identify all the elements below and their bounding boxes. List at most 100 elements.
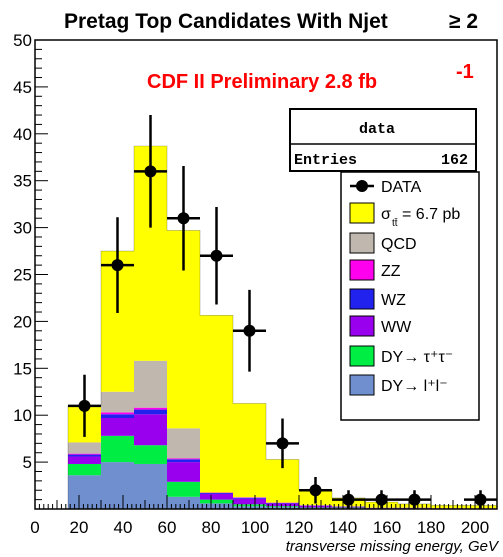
bar-series4-bin1 [101,412,134,415]
bar-series3-bin1 [101,414,134,419]
data-point [68,374,101,437]
data-point [101,217,134,313]
bar-series2-bin1 [101,418,134,436]
data-point [134,115,167,228]
bar-series2-bin7 [299,505,332,508]
legend-swatch [349,288,375,310]
bar-series2-bin0 [68,456,101,464]
x-axis-label: transverse missing energy, GeV [286,538,500,555]
bar-series1-bin0 [68,463,101,476]
stats-box-title: data [359,121,395,138]
data-points [68,115,497,509]
legend-label: DY→ l⁺l⁻ [381,378,448,395]
legend-swatch [349,259,375,281]
bar-series3-bin4 [200,493,233,494]
legend-label: WZ [381,292,406,309]
y-tick-label: 5 [23,453,32,472]
legend: DATA σtt̄ = 6.7 pb QCD ZZ WZ WW DY→ τ⁺τ⁻ DY→ l⁺… [340,171,480,421]
legend-item: WW [349,315,412,337]
bar-series0-bin1 [101,462,134,509]
y-tick-label: 20 [13,312,32,331]
legend-label: QCD [381,236,417,253]
bar-series5-bin1 [101,391,134,413]
legend-item: σtt̄ = 6.7 pb [349,202,460,229]
x-tick-label: 60 [158,518,177,537]
data-point-marker [144,165,157,178]
legend-item: DY→ τ⁺τ⁻ [349,345,453,367]
legend-swatch [349,232,375,254]
legend-label-rest: = 6.7 pb [402,206,460,223]
bar-series4-bin0 [68,453,101,455]
data-point [233,289,266,372]
y-tick-label: 35 [13,172,32,191]
legend-label: WW [381,319,412,336]
stats-box: data Entries 162 [289,108,477,172]
y-tick-label: 25 [13,266,32,285]
chart-title: Pretag Top Candidates With Njet [64,10,388,33]
data-point [266,418,299,469]
data-point [464,490,497,509]
bar-series0-bin0 [68,475,101,509]
stats-box-value: 162 [441,152,468,169]
x-tick-label: 0 [30,518,39,537]
legend-label: ZZ [381,263,401,280]
legend-marker [356,180,368,192]
x-tick-label: 80 [202,518,221,537]
x-tick-label: 160 [373,518,401,537]
data-point-marker [111,259,124,272]
y-tick-label: 40 [13,125,32,144]
bar-series0-bin5 [233,506,266,509]
bar-series4-bin3 [167,458,200,460]
bar-series3-bin2 [134,409,167,415]
y-tick-label: 45 [13,78,32,97]
data-point-marker [342,493,355,506]
x-tick-label: 140 [329,518,357,537]
data-point-marker [177,212,190,225]
legend-item: DATA [350,179,422,196]
bar-series5-bin3 [167,428,200,459]
data-point-marker [408,493,421,506]
bar-series6-bin4 [200,315,233,493]
data-point [200,207,233,305]
legend-swatch [349,345,375,367]
bar-series3-bin5 [233,497,266,499]
preliminary-label-exponent: -1 [456,61,474,83]
legend-label-subscript: tt̄ [392,217,398,229]
legend-item: WZ [349,288,406,310]
bar-series2-bin5 [233,498,266,505]
y-tick-label: 15 [13,359,32,378]
chart-title-suffix: ≥ 2 [449,10,478,33]
legend-swatch [349,315,375,337]
bar-series2-bin6 [266,503,299,507]
bar-series2-bin3 [167,462,200,482]
y-tick-label: 10 [13,406,32,425]
legend-label: DATA [381,179,422,196]
legend-item: QCD [349,232,417,254]
x-tick-label: 180 [417,518,445,537]
bar-series2-bin4 [200,493,233,500]
y-tick-label: 50 [13,31,32,50]
data-point-marker [78,399,91,412]
x-tick-label: 40 [114,518,133,537]
bar-series3-bin3 [167,459,200,463]
legend-swatch [349,374,375,396]
x-tick-label: 100 [241,518,269,537]
bar-series6-bin5 [233,403,266,498]
bar-series1-bin2 [134,445,167,464]
x-tick-label: 20 [70,518,89,537]
data-point [365,490,398,509]
bar-series2-bin2 [134,414,167,446]
x-tick-label: 200 [461,518,489,537]
bar-series1-bin1 [101,435,134,463]
preliminary-label: CDF II Preliminary 2.8 fb [147,71,377,93]
legend-item: DY→ l⁺l⁻ [349,374,448,396]
bar-series0-bin6 [266,507,299,509]
data-point-marker [276,437,289,450]
data-point [398,490,431,509]
bar-series0-bin3 [167,496,200,509]
bar-series0-bin2 [134,463,167,509]
legend-swatch [349,202,375,224]
data-point-marker [243,324,256,337]
data-point [299,476,332,504]
